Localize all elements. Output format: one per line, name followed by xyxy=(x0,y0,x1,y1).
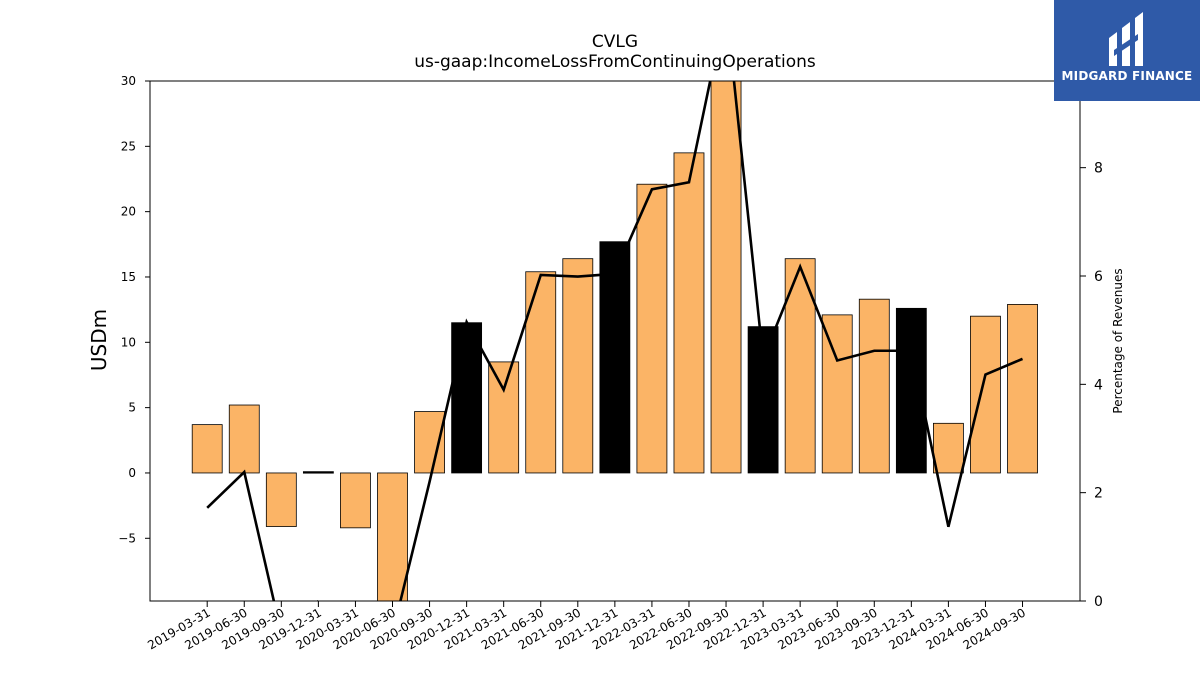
bar-2021-06-30 xyxy=(525,271,557,474)
y-tick-label: 20 xyxy=(121,205,136,219)
y-tick-label: 30 xyxy=(121,74,136,88)
bar-2023-12-31 xyxy=(895,307,927,474)
bar-2021-03-31 xyxy=(488,361,520,474)
bar-2024-06-30 xyxy=(970,315,1001,474)
chart-title: CVLG xyxy=(591,32,639,52)
y-axis-label: USDm xyxy=(87,309,111,371)
chart-subtitle: us-gaap:IncomeLossFromContinuingOperatio… xyxy=(414,52,816,72)
bar-2020-06-30 xyxy=(377,472,408,601)
logo-mark-icon xyxy=(1109,12,1143,66)
bar-2023-06-30 xyxy=(821,314,853,474)
bar-2024-09-30 xyxy=(1007,304,1038,474)
bar-2020-03-31 xyxy=(340,472,371,529)
y-right-tick-label: 0 xyxy=(1094,594,1103,610)
y-tick-label: 25 xyxy=(121,139,136,153)
y-right-tick-label: 2 xyxy=(1094,486,1103,502)
bar-2022-09-30 xyxy=(710,81,742,474)
bars-layer xyxy=(191,81,1038,601)
line-layer xyxy=(206,81,1024,601)
y-tick-label: 10 xyxy=(121,335,136,349)
bar-2024-03-31 xyxy=(933,422,964,474)
x-axis: 2019-03-312019-06-302019-09-302019-12-31… xyxy=(145,601,1028,652)
y-tick-label: 15 xyxy=(121,270,136,284)
line-segment-1 xyxy=(399,81,1024,601)
bar-2022-06-30 xyxy=(673,152,705,474)
y-tick-label: −5 xyxy=(118,531,136,545)
y-axis-left: −5 0 5 10 15 20 25 30 xyxy=(118,74,150,545)
logo: MIDGARD FINANCE xyxy=(1054,0,1200,101)
y-right-tick-label: 6 xyxy=(1094,269,1103,285)
bar-2021-09-30 xyxy=(562,258,594,474)
y-right-tick-label: 8 xyxy=(1094,161,1103,177)
y-axis-right: 0 2 4 6 8 xyxy=(1080,161,1103,610)
bar-2019-03-31 xyxy=(191,424,223,474)
bar-2021-12-31 xyxy=(599,241,631,474)
logo-text: MIDGARD FINANCE xyxy=(1061,69,1193,83)
y-tick-label: 5 xyxy=(128,401,136,415)
y-tick-label: 0 xyxy=(128,466,136,480)
y-right-tick-label: 4 xyxy=(1094,377,1103,393)
bar-2020-12-31 xyxy=(451,322,483,474)
bar-2019-06-30 xyxy=(228,404,260,474)
bar-2023-09-30 xyxy=(858,298,890,474)
bar-2019-09-30 xyxy=(265,472,297,527)
bar-2019-12-31 xyxy=(302,471,334,474)
line-segment-0 xyxy=(206,469,319,601)
bar-2022-03-31 xyxy=(636,183,668,474)
y-axis-right-label: Percentage of Revenues xyxy=(1111,268,1125,413)
